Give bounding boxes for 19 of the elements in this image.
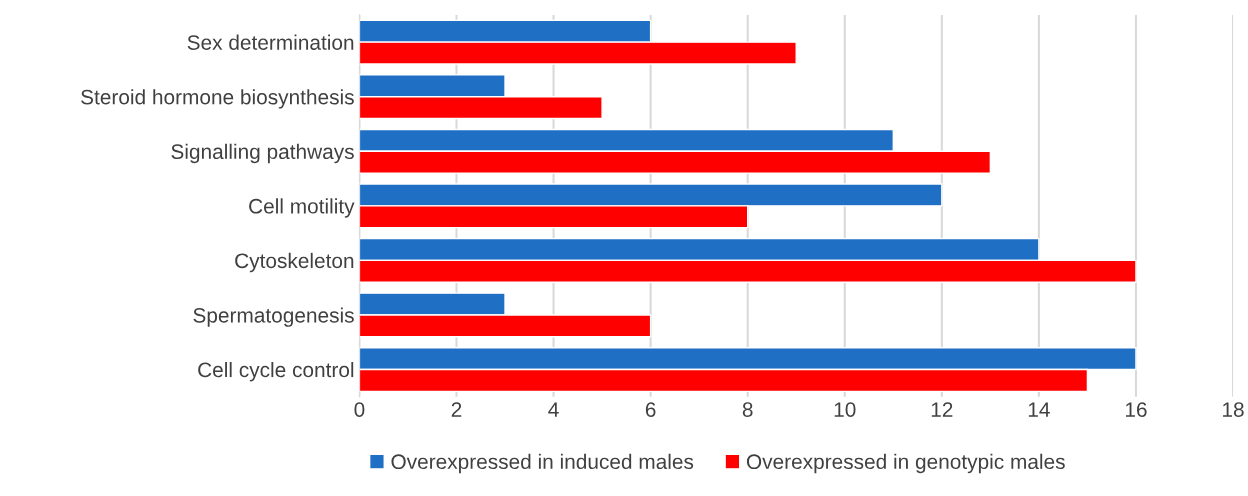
y-tick-label: Signalling pathways bbox=[171, 143, 354, 164]
x-tick-label: 18 bbox=[1223, 402, 1244, 417]
y-tick-label: Cell motility bbox=[249, 198, 355, 218]
x-tick-label: 10 bbox=[834, 402, 856, 417]
x-tick-label: 2 bbox=[451, 402, 462, 417]
x-tick-label: 14 bbox=[1028, 402, 1050, 417]
x-tick-label: 8 bbox=[742, 402, 753, 417]
x-tick-label: 16 bbox=[1125, 402, 1147, 417]
y-tick-label: Steroid hormone biosynthesis bbox=[81, 89, 354, 109]
x-tick-label: 4 bbox=[548, 402, 559, 417]
y-tick-label: Sex determination bbox=[187, 34, 354, 50]
y-tick-label: Cell cycle control bbox=[198, 361, 354, 382]
y-tick-label: Cytoskeleton bbox=[235, 252, 354, 273]
x-tick-label: 0 bbox=[354, 402, 365, 417]
legend-label: Overexpressed in induced males bbox=[391, 453, 694, 474]
x-tick-label: 12 bbox=[931, 402, 953, 417]
y-tick-label: Spermatogenesis bbox=[193, 307, 354, 327]
x-tick-label: 6 bbox=[645, 402, 656, 417]
legend-label: Overexpressed in genotypic males bbox=[746, 453, 1065, 474]
